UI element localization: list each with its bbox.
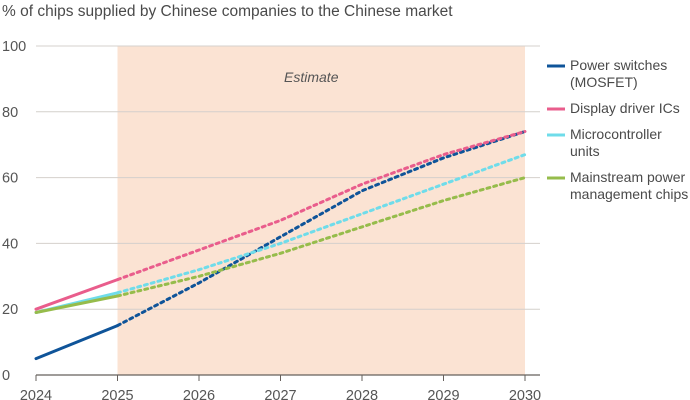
x-tick-label: 2028: [346, 388, 378, 400]
estimate-label: Estimate: [284, 69, 339, 85]
legend-label: management chips: [570, 186, 688, 202]
legend-label: Display driver ICs: [570, 100, 680, 116]
y-tick-label: 80: [2, 105, 18, 121]
x-tick-label: 2027: [264, 388, 296, 400]
y-tick-label: 20: [2, 302, 18, 318]
legend-label: (MOSFET): [570, 74, 638, 90]
y-tick-label: 0: [2, 368, 10, 384]
series-line-estimate: [116, 153, 527, 295]
estimate-region: [117, 46, 525, 375]
series-line-actual: [34, 324, 119, 361]
series-line-estimate: [116, 176, 527, 298]
y-tick-label: 40: [2, 236, 18, 252]
legend-label: Power switches: [570, 57, 667, 73]
chart-subtitle: % of chips supplied by Chinese companies…: [2, 3, 453, 20]
x-tick-label: 2025: [101, 388, 133, 400]
legend-label: Mainstream power: [570, 169, 685, 185]
series-line-estimate: [116, 130, 527, 328]
x-tick-label: 2030: [509, 388, 541, 400]
series-line-estimate: [116, 130, 527, 282]
series-line-actual: [34, 294, 119, 314]
x-tick-label: 2029: [427, 388, 459, 400]
series-line-actual: [34, 278, 119, 311]
legend-label: Microcontroller: [570, 126, 662, 142]
y-tick-label: 60: [2, 171, 18, 187]
x-tick-label: 2024: [20, 388, 52, 400]
y-tick-label: 100: [2, 39, 26, 55]
x-tick-label: 2026: [183, 388, 215, 400]
legend-label: units: [570, 143, 600, 159]
